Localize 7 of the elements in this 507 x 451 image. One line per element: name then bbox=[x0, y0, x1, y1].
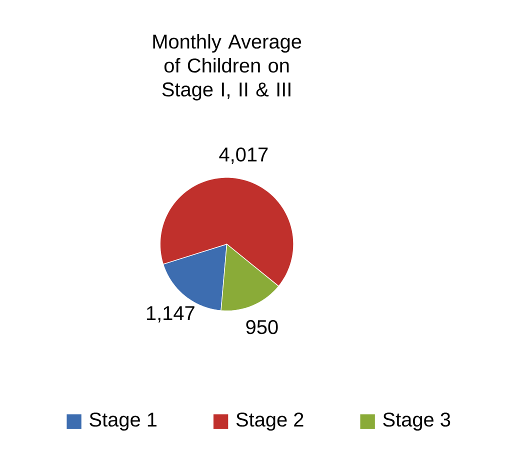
data-label: 950 bbox=[246, 320, 278, 334]
legend-label: Stage 3 bbox=[383, 412, 450, 431]
legend-label: Stage 2 bbox=[236, 412, 304, 431]
data-label: 1,147 bbox=[147, 306, 194, 323]
legend-label: Stage 1 bbox=[90, 412, 156, 431]
chart-title: Monthly Average of Children on Stage I, II & III bbox=[153, 34, 302, 100]
data-label: 4,017 bbox=[219, 147, 268, 164]
